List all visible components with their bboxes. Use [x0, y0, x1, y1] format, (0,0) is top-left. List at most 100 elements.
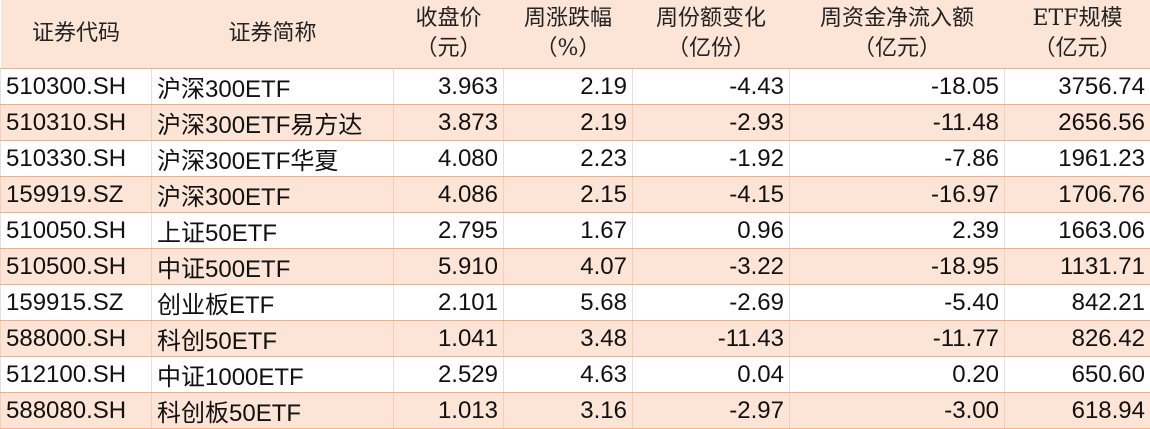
table-cell: 2.529: [394, 357, 504, 393]
table-cell: 510300.SH: [1, 69, 152, 105]
table-cell: 4.63: [504, 357, 633, 393]
table-cell: 沪深300ETF华夏: [152, 141, 394, 177]
header-label: （亿份）: [633, 34, 790, 64]
table-cell: 2.101: [394, 285, 504, 321]
table-cell: 4.086: [394, 177, 504, 213]
table-cell: -11.48: [790, 105, 1005, 141]
header-row: 证券代码证券简称收盘价（元）周涨跌幅（%）周份额变化（亿份）周资金净流入额（亿元…: [1, 0, 1150, 69]
table-cell: 中证500ETF: [152, 249, 394, 285]
table-cell: -16.97: [790, 177, 1005, 213]
table-cell: 1663.06: [1005, 213, 1150, 249]
column-header: 收盘价（元）: [394, 0, 504, 69]
table-cell: 5.68: [504, 285, 633, 321]
header-label: ETF规模: [1005, 4, 1150, 34]
table-cell: 826.42: [1005, 321, 1150, 357]
table-cell: 159919.SZ: [1, 177, 152, 213]
table-cell: 618.94: [1005, 393, 1150, 429]
table-cell: 科创50ETF: [152, 321, 394, 357]
header-label: 证券简称: [152, 19, 394, 49]
table-cell: -18.05: [790, 69, 1005, 105]
table-cell: 1706.76: [1005, 177, 1150, 213]
table-cell: 4.07: [504, 249, 633, 285]
header-label: （元）: [394, 34, 504, 64]
table-cell: 1.013: [394, 393, 504, 429]
header-label: 证券代码: [1, 19, 152, 49]
header-label: 周涨跌幅: [504, 4, 633, 34]
column-header: 周份额变化（亿份）: [633, 0, 790, 69]
table-cell: 2.19: [504, 69, 633, 105]
table-cell: -18.95: [790, 249, 1005, 285]
table-cell: 2.23: [504, 141, 633, 177]
table-cell: -4.15: [633, 177, 790, 213]
table-cell: 2.39: [790, 213, 1005, 249]
table-cell: 科创板50ETF: [152, 393, 394, 429]
table-cell: 588000.SH: [1, 321, 152, 357]
table-cell: 588080.SH: [1, 393, 152, 429]
table-cell: 0.96: [633, 213, 790, 249]
table-cell: -7.86: [790, 141, 1005, 177]
table-cell: -3.22: [633, 249, 790, 285]
table-cell: 1131.71: [1005, 249, 1150, 285]
table-cell: 1.041: [394, 321, 504, 357]
table-cell: 2.795: [394, 213, 504, 249]
table-cell: -2.69: [633, 285, 790, 321]
table-cell: -3.00: [790, 393, 1005, 429]
table-cell: 5.910: [394, 249, 504, 285]
table-cell: 1961.23: [1005, 141, 1150, 177]
table-cell: 159915.SZ: [1, 285, 152, 321]
table-cell: 0.20: [790, 357, 1005, 393]
table-cell: 上证50ETF: [152, 213, 394, 249]
table-cell: 512100.SH: [1, 357, 152, 393]
table-cell: 沪深300ETF易方达: [152, 105, 394, 141]
header-label: （%）: [504, 34, 633, 64]
column-header: 周涨跌幅（%）: [504, 0, 633, 69]
table-cell: 2.15: [504, 177, 633, 213]
table-cell: 0.04: [633, 357, 790, 393]
table-cell: 842.21: [1005, 285, 1150, 321]
table-cell: 3.963: [394, 69, 504, 105]
header-label: 周资金净流入额: [790, 4, 1005, 34]
table-cell: 650.60: [1005, 357, 1150, 393]
column-header: 周资金净流入额（亿元）: [790, 0, 1005, 69]
column-header: 证券简称: [152, 0, 394, 69]
table-cell: -2.97: [633, 393, 790, 429]
table-cell: -1.92: [633, 141, 790, 177]
column-header: 证券代码: [1, 0, 152, 69]
table-cell: 沪深300ETF: [152, 177, 394, 213]
table-cell: -5.40: [790, 285, 1005, 321]
table-cell: 510500.SH: [1, 249, 152, 285]
table-cell: -2.93: [633, 105, 790, 141]
table-cell: -11.43: [633, 321, 790, 357]
table-cell: 510330.SH: [1, 141, 152, 177]
table-cell: 510050.SH: [1, 213, 152, 249]
table-cell: 创业板ETF: [152, 285, 394, 321]
table-cell: 3.16: [504, 393, 633, 429]
table-cell: -11.77: [790, 321, 1005, 357]
table-cell: 沪深300ETF: [152, 69, 394, 105]
table-cell: 3756.74: [1005, 69, 1150, 105]
table-cell: 1.67: [504, 213, 633, 249]
header-label: 收盘价: [394, 4, 504, 34]
table-cell: 510310.SH: [1, 105, 152, 141]
table-cell: -4.43: [633, 69, 790, 105]
table-cell: 3.873: [394, 105, 504, 141]
table-cell: 中证1000ETF: [152, 357, 394, 393]
table-cell: 2.19: [504, 105, 633, 141]
header-label: （亿元）: [790, 34, 1005, 64]
table-cell: 3.48: [504, 321, 633, 357]
table-cell: 2656.56: [1005, 105, 1150, 141]
table-cell: 4.080: [394, 141, 504, 177]
column-header: ETF规模（亿元）: [1005, 0, 1150, 69]
header-label: 周份额变化: [633, 4, 790, 34]
